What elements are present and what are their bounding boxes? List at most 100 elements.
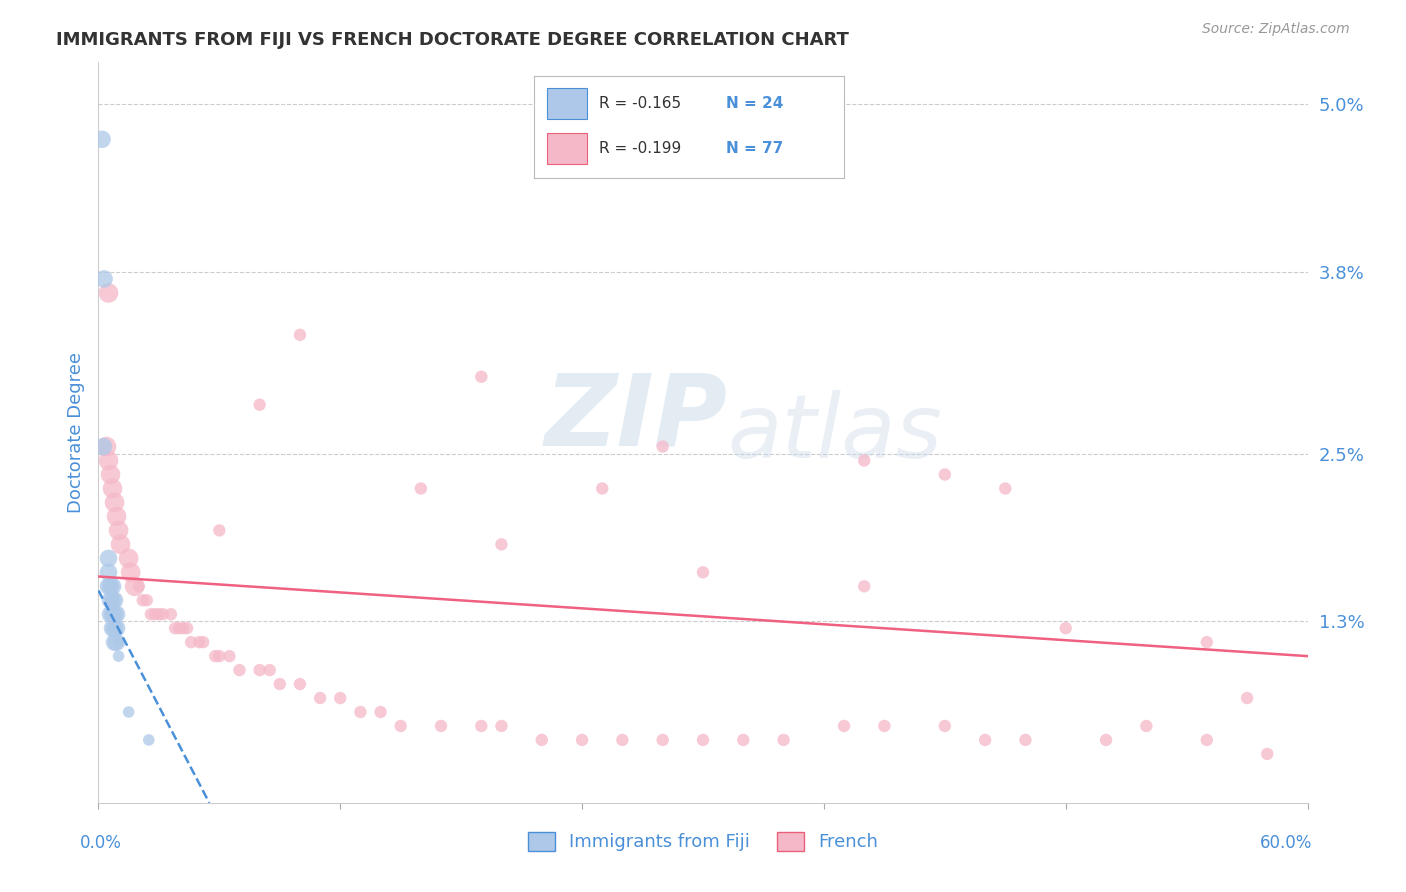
Text: N = 24: N = 24 <box>725 96 783 111</box>
Text: N = 77: N = 77 <box>725 141 783 156</box>
Text: 0.0%: 0.0% <box>80 834 122 852</box>
Point <box>167 621 190 635</box>
Point <box>135 593 157 607</box>
Point <box>97 285 120 300</box>
Point <box>138 733 160 747</box>
Point <box>1195 733 1218 747</box>
Point <box>118 551 141 566</box>
Point <box>612 733 634 747</box>
Point <box>934 467 956 482</box>
Point <box>103 495 125 509</box>
Point <box>733 733 755 747</box>
Bar <box>547 88 586 119</box>
Point <box>974 733 997 747</box>
Point <box>389 719 412 733</box>
Bar <box>547 133 586 164</box>
Point <box>100 593 122 607</box>
Point <box>100 579 122 593</box>
Point <box>93 440 115 454</box>
Point <box>152 607 174 622</box>
Point <box>491 719 513 733</box>
Text: IMMIGRANTS FROM FIJI VS FRENCH DOCTORATE DEGREE CORRELATION CHART: IMMIGRANTS FROM FIJI VS FRENCH DOCTORATE… <box>56 31 849 49</box>
Point <box>101 621 124 635</box>
Point <box>873 719 896 733</box>
Point <box>148 607 170 622</box>
Point <box>329 691 352 706</box>
Point <box>103 607 125 622</box>
Point <box>103 593 125 607</box>
Point <box>1236 691 1258 706</box>
Text: ZIP: ZIP <box>544 369 727 467</box>
Y-axis label: Doctorate Degree: Doctorate Degree <box>66 352 84 513</box>
Point <box>249 663 271 677</box>
Point <box>269 677 291 691</box>
Point <box>101 482 124 496</box>
Point <box>101 579 124 593</box>
Point <box>100 607 122 622</box>
Point <box>91 132 114 146</box>
Point <box>93 272 115 286</box>
Text: R = -0.199: R = -0.199 <box>599 141 682 156</box>
Point <box>218 649 240 664</box>
Point <box>176 621 198 635</box>
Point <box>571 733 593 747</box>
Point <box>430 719 453 733</box>
Point <box>832 719 855 733</box>
Point <box>204 649 226 664</box>
Legend: Immigrants from Fiji, French: Immigrants from Fiji, French <box>519 823 887 861</box>
Point <box>530 733 553 747</box>
Point <box>651 440 673 454</box>
Point <box>228 663 250 677</box>
Point <box>97 551 120 566</box>
Point <box>249 398 271 412</box>
Point <box>772 733 794 747</box>
Point <box>100 467 122 482</box>
Point <box>105 621 128 635</box>
Point <box>470 369 492 384</box>
Text: Source: ZipAtlas.com: Source: ZipAtlas.com <box>1202 22 1350 37</box>
Point <box>139 607 162 622</box>
Point <box>107 524 129 538</box>
Text: 60.0%: 60.0% <box>1260 834 1313 852</box>
Point <box>97 453 120 467</box>
Point <box>105 607 128 622</box>
Point <box>853 453 876 467</box>
Point <box>349 705 371 719</box>
Point <box>120 566 142 580</box>
Point <box>259 663 281 677</box>
Point <box>105 635 128 649</box>
Point <box>288 677 311 691</box>
Point <box>128 579 150 593</box>
Point <box>107 649 129 664</box>
Point <box>208 649 231 664</box>
Point <box>208 524 231 538</box>
Point <box>163 621 186 635</box>
Point <box>107 635 129 649</box>
Point <box>934 719 956 733</box>
Point <box>1095 733 1118 747</box>
Point <box>591 482 613 496</box>
Point <box>180 635 202 649</box>
Point <box>160 607 183 622</box>
Point <box>118 705 141 719</box>
Point <box>101 593 124 607</box>
Point <box>692 733 714 747</box>
Point <box>101 607 124 622</box>
Point <box>1256 747 1278 761</box>
Point <box>172 621 194 635</box>
Point <box>853 579 876 593</box>
Point <box>110 537 132 551</box>
Point <box>470 719 492 733</box>
Point <box>1195 635 1218 649</box>
Point <box>132 593 155 607</box>
Point <box>409 482 432 496</box>
Point <box>124 579 146 593</box>
Point <box>188 635 211 649</box>
Point <box>105 509 128 524</box>
Point <box>1054 621 1077 635</box>
Point <box>1014 733 1036 747</box>
Point <box>309 691 332 706</box>
Point <box>143 607 166 622</box>
Point <box>97 579 120 593</box>
Point <box>96 440 118 454</box>
